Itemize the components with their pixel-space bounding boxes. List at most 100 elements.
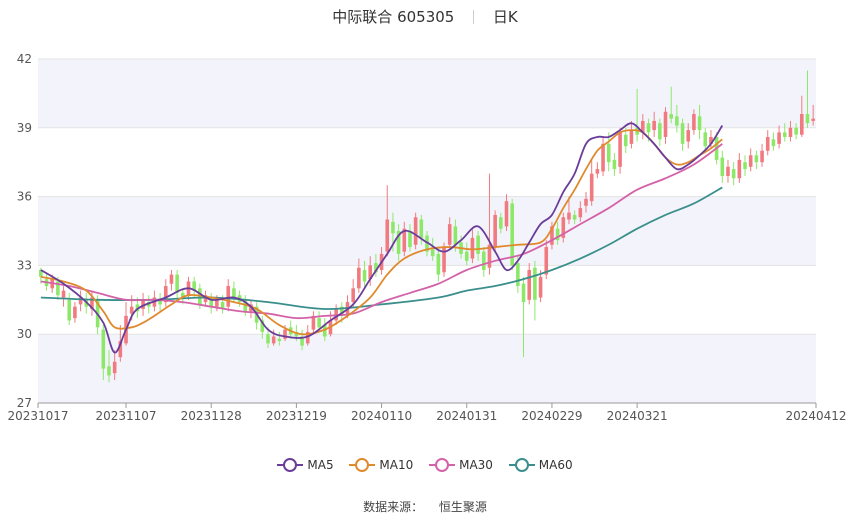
candle-body	[601, 143, 605, 172]
legend-item-ma60[interactable]: MA60	[508, 458, 573, 472]
title-separator	[473, 10, 475, 24]
candle-body	[135, 304, 140, 312]
candle-body	[220, 302, 225, 309]
candle-body	[391, 221, 395, 234]
candle-body	[192, 281, 196, 291]
candle-body	[623, 134, 628, 147]
candle-body	[425, 235, 429, 252]
candle-body	[283, 329, 287, 339]
candle-body	[516, 263, 520, 287]
candle-body	[550, 226, 554, 245]
candle-body	[788, 127, 793, 137]
chart-title: 中际联合 605305 日K	[0, 6, 850, 27]
candle-body	[527, 269, 532, 300]
legend-item-ma30[interactable]: MA30	[429, 458, 493, 472]
candle-body	[760, 150, 764, 163]
legend-item-ma10[interactable]: MA10	[349, 458, 413, 472]
x-tick-label: 20231128	[181, 409, 242, 423]
y-tick-label: 39	[17, 121, 32, 135]
candle-body	[351, 288, 355, 303]
candle-body	[67, 299, 72, 321]
stock-code: 605305	[397, 8, 455, 26]
candle-body	[107, 366, 111, 376]
candle-body	[606, 143, 611, 163]
candle-body	[203, 295, 208, 303]
candle-body	[658, 123, 662, 140]
legend-swatch-ma30	[429, 458, 456, 472]
candle-body	[737, 159, 742, 179]
candle-body	[777, 132, 781, 144]
candle-body	[215, 299, 219, 307]
candle-body	[226, 286, 231, 307]
candle-body	[277, 338, 282, 342]
candle-body	[680, 123, 685, 144]
candle-body	[209, 297, 214, 307]
legend-label-ma60: MA60	[538, 458, 573, 472]
source-label: 数据来源：	[363, 500, 424, 514]
candle-body	[703, 132, 708, 147]
candle-body	[709, 136, 713, 144]
candle-body	[271, 336, 276, 344]
legend-swatch-ma5	[277, 458, 304, 472]
candle-body	[595, 169, 600, 174]
candle-body	[430, 249, 435, 257]
candle-body	[800, 114, 804, 135]
stock-name: 中际联合	[332, 8, 393, 26]
y-tick-label: 36	[17, 190, 32, 204]
candle-body	[39, 269, 43, 277]
candle-body	[697, 116, 702, 131]
legend-label-ma5: MA5	[307, 458, 334, 472]
candle-body	[169, 274, 174, 284]
candle-body	[158, 299, 162, 305]
candle-body	[266, 334, 270, 344]
candle-body	[754, 155, 759, 163]
candle-body	[629, 130, 634, 144]
candle-body	[686, 130, 691, 142]
candle-body	[419, 219, 424, 238]
ma30-line	[40, 143, 723, 320]
candle-body	[317, 318, 321, 328]
candle-body	[675, 116, 679, 126]
x-tick-label: 20240229	[521, 409, 582, 423]
candle-body	[652, 120, 656, 131]
candle-body	[305, 331, 310, 344]
candle-body	[510, 203, 514, 266]
data-source: 数据来源： 恒生聚源	[0, 498, 850, 515]
candle-body	[56, 281, 60, 296]
candle-body	[181, 292, 185, 298]
candle-body	[504, 201, 509, 227]
candle-body	[163, 286, 168, 303]
candle-body	[118, 341, 123, 358]
candle-body	[73, 306, 77, 319]
legend-label-ma30: MA30	[459, 458, 493, 472]
candle-body	[442, 247, 446, 273]
candle-body	[720, 157, 725, 176]
x-tick-label: 20231017	[7, 409, 68, 423]
x-tick-label: 20231107	[95, 409, 156, 423]
candle-body	[572, 214, 577, 220]
candle-body	[811, 118, 815, 121]
candle-body	[612, 159, 617, 170]
legend-swatch-ma10	[349, 458, 376, 472]
y-tick-label: 30	[17, 327, 32, 341]
candle-body	[61, 290, 66, 298]
x-tick-label: 20240412	[785, 409, 846, 423]
candle-body	[731, 169, 736, 179]
candle-body	[408, 231, 412, 248]
candle-body	[402, 228, 407, 252]
candle-body	[782, 132, 787, 137]
candle-body	[640, 120, 645, 133]
candle-body	[481, 251, 486, 270]
y-tick-label: 42	[17, 52, 32, 66]
candle-body	[805, 114, 810, 124]
candle-body	[618, 132, 622, 167]
legend-item-ma5[interactable]: MA5	[277, 458, 334, 472]
source-value: 恒生聚源	[438, 500, 487, 514]
grid-band	[38, 59, 816, 128]
candle-body	[561, 217, 566, 238]
candle-body	[260, 320, 265, 332]
legend-swatch-ma60	[508, 458, 535, 472]
chart-legend: MA5 MA10 MA30 MA60	[0, 458, 850, 475]
candle-body	[499, 217, 503, 229]
